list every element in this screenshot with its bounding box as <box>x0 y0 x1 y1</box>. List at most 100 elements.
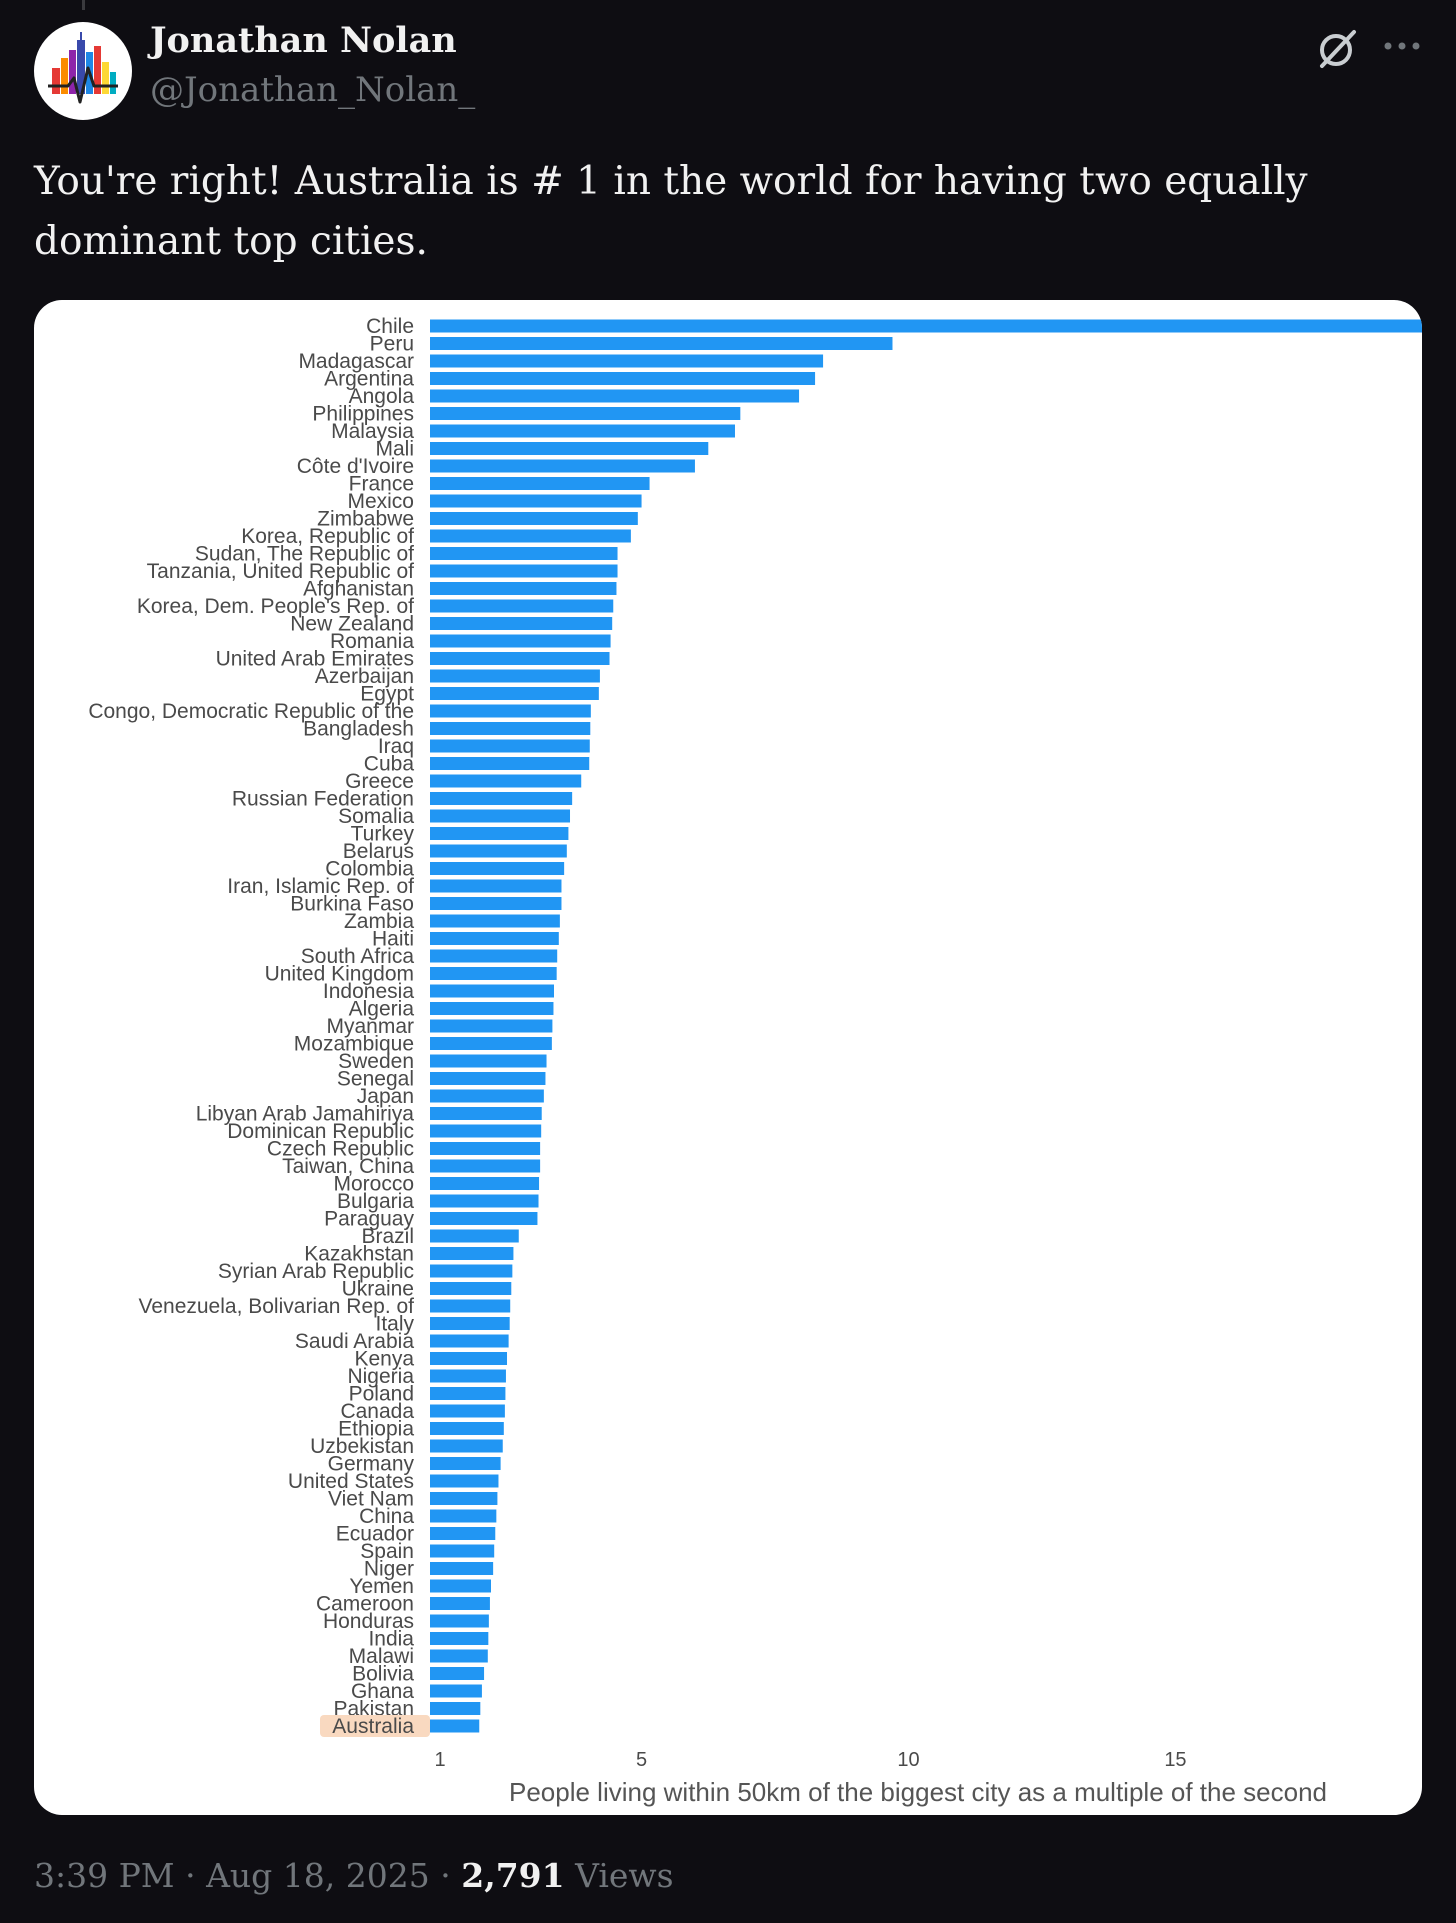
tweet-media-image[interactable]: Chile Peru Madagascar Argentina Angola Philip… <box>34 300 1422 1815</box>
bar-chart: ChilePeruMadagascarArgentinaAngolaPhilip… <box>88 315 1422 1807</box>
bar <box>430 1684 482 1698</box>
tweet-text: You're right! Australia is # 1 in the wo… <box>34 159 1308 264</box>
bar <box>430 1719 480 1733</box>
x-axis-title: People living within 50km of the biggest… <box>509 1777 1327 1807</box>
bar <box>430 1387 506 1400</box>
separator-dot: · <box>440 1856 451 1895</box>
category-label: Nigeria <box>347 1365 414 1388</box>
bar <box>430 1509 497 1523</box>
bar <box>430 407 741 420</box>
bar <box>430 1282 512 1295</box>
category-label: Taiwan, China <box>282 1155 414 1178</box>
bar <box>430 1072 546 1085</box>
bar <box>430 757 590 770</box>
bar <box>430 1124 542 1138</box>
category-label: Philippines <box>312 403 414 426</box>
category-label: Ecuador <box>336 1523 414 1546</box>
bar <box>430 1089 544 1103</box>
bar <box>430 1527 496 1540</box>
bar <box>430 1562 494 1575</box>
category-label: Kazakhstan <box>304 1243 414 1266</box>
bar <box>430 687 599 700</box>
category-label: China <box>359 1505 414 1528</box>
category-label: Venezuela, Bolivarian Rep. of <box>138 1295 414 1318</box>
category-label: Afghanistan <box>303 578 414 601</box>
bar <box>430 1159 541 1173</box>
author-name[interactable]: Jonathan Nolan <box>150 20 457 61</box>
category-label: Romania <box>330 630 414 653</box>
category-label: Indonesia <box>323 980 414 1003</box>
category-label: Turkey <box>351 823 415 846</box>
bar <box>430 1299 511 1313</box>
bar <box>430 354 824 368</box>
bar <box>430 1404 505 1418</box>
bar <box>430 669 600 683</box>
bar <box>430 1019 553 1033</box>
category-label: India <box>368 1628 414 1651</box>
bar <box>430 1142 541 1155</box>
category-label: Madagascar <box>298 350 414 373</box>
highlight-marker <box>320 1715 430 1737</box>
category-label: Egypt <box>360 683 414 706</box>
bar <box>430 1369 506 1383</box>
category-label: Viet Nam <box>328 1488 414 1511</box>
category-label: Australia <box>332 1715 414 1738</box>
category-label: Bulgaria <box>337 1190 414 1213</box>
grok-icon[interactable] <box>1312 24 1362 74</box>
bar <box>430 372 816 385</box>
more-dots-icon[interactable] <box>1380 24 1424 74</box>
category-label: Pakistan <box>333 1698 414 1721</box>
tweet-time[interactable]: 3:39 PM <box>34 1856 175 1895</box>
bar <box>430 739 590 753</box>
category-label: Korea, Republic of <box>241 525 414 548</box>
category-label: Burkina Faso <box>290 893 414 916</box>
bar <box>430 1457 501 1470</box>
category-label: Canada <box>340 1400 414 1423</box>
bar <box>430 1107 542 1120</box>
bar <box>430 1247 514 1260</box>
bar <box>430 424 735 438</box>
bar <box>430 652 610 665</box>
bar <box>430 319 1422 333</box>
tweet-date[interactable]: Aug 18, 2025 <box>206 1856 430 1895</box>
bar <box>430 809 571 823</box>
category-label: Saudi Arabia <box>295 1330 414 1353</box>
category-label: Libyan Arab Jamahiriya <box>196 1103 415 1126</box>
bar <box>430 1352 508 1365</box>
category-label: Mozambique <box>294 1033 414 1056</box>
bar <box>430 827 569 840</box>
author-avatar[interactable] <box>34 22 132 120</box>
author-handle[interactable]: @Jonathan_Nolan_ <box>150 70 476 110</box>
category-label: Ukraine <box>342 1278 414 1301</box>
bar <box>430 967 557 980</box>
category-label: Korea, Dem. People's Rep. of <box>137 595 414 618</box>
category-label: Zambia <box>344 910 414 933</box>
category-label: Russian Federation <box>232 788 414 811</box>
category-label: Syrian Arab Republic <box>218 1260 414 1283</box>
category-label: Bolivia <box>352 1663 414 1686</box>
category-label: United Arab Emirates <box>216 648 414 671</box>
category-label: United Kingdom <box>265 963 414 986</box>
bar <box>430 634 611 648</box>
bar <box>430 932 559 945</box>
category-label: Kenya <box>354 1348 414 1371</box>
bar <box>430 442 709 455</box>
category-label: Belarus <box>343 840 414 863</box>
bar <box>430 547 618 560</box>
category-label: Czech Republic <box>267 1138 414 1161</box>
bar <box>430 1702 481 1715</box>
bar <box>430 1667 485 1680</box>
category-label: Cameroon <box>316 1593 414 1616</box>
category-label: Peru <box>370 333 414 356</box>
views-label: Views <box>575 1856 674 1895</box>
category-label: Haiti <box>372 928 414 951</box>
bar <box>430 914 560 928</box>
bar <box>430 774 582 788</box>
bar <box>430 1474 499 1488</box>
views-count: 2,791 <box>461 1856 565 1895</box>
separator-dot: · <box>185 1856 196 1895</box>
bar <box>430 1422 504 1435</box>
category-label: Chile <box>366 315 414 338</box>
category-label: Germany <box>328 1453 415 1476</box>
bar <box>430 1544 495 1558</box>
